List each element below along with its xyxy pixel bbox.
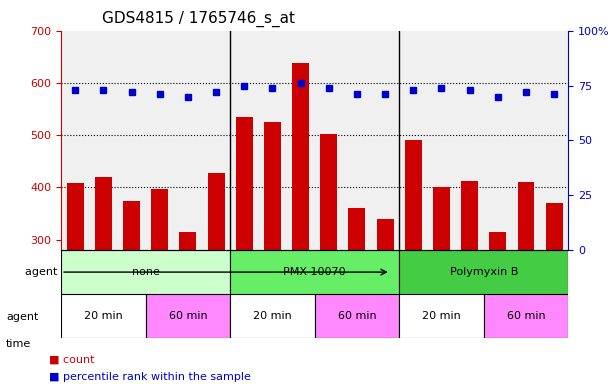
Bar bbox=[152, 189, 168, 250]
Text: none: none bbox=[132, 267, 159, 277]
FancyBboxPatch shape bbox=[61, 294, 145, 338]
Text: agent: agent bbox=[25, 267, 61, 277]
Text: 20 min: 20 min bbox=[84, 311, 123, 321]
Text: 60 min: 60 min bbox=[507, 311, 545, 321]
Text: 60 min: 60 min bbox=[338, 311, 376, 321]
Bar bbox=[264, 122, 281, 250]
FancyBboxPatch shape bbox=[230, 294, 315, 338]
Bar bbox=[518, 182, 535, 250]
FancyBboxPatch shape bbox=[145, 294, 230, 338]
Bar bbox=[405, 141, 422, 250]
Bar bbox=[348, 209, 365, 250]
FancyBboxPatch shape bbox=[315, 294, 399, 338]
Text: ■ count: ■ count bbox=[49, 355, 94, 365]
Text: 20 min: 20 min bbox=[422, 311, 461, 321]
Bar bbox=[236, 117, 253, 250]
Bar bbox=[292, 63, 309, 250]
Bar bbox=[320, 134, 337, 250]
FancyBboxPatch shape bbox=[399, 250, 568, 294]
Text: PMX 10070: PMX 10070 bbox=[284, 267, 346, 277]
Text: Polymyxin B: Polymyxin B bbox=[450, 267, 518, 277]
Text: agent: agent bbox=[6, 312, 38, 322]
Text: time: time bbox=[6, 339, 31, 349]
FancyBboxPatch shape bbox=[230, 250, 399, 294]
FancyBboxPatch shape bbox=[399, 294, 484, 338]
Bar bbox=[461, 180, 478, 250]
Bar bbox=[208, 173, 224, 250]
Bar bbox=[489, 232, 507, 250]
FancyBboxPatch shape bbox=[484, 294, 568, 338]
Bar bbox=[123, 200, 140, 250]
Text: ■ percentile rank within the sample: ■ percentile rank within the sample bbox=[49, 372, 251, 382]
Text: 60 min: 60 min bbox=[169, 311, 207, 321]
Text: 20 min: 20 min bbox=[253, 311, 292, 321]
Bar bbox=[67, 183, 84, 250]
Bar bbox=[180, 232, 196, 250]
Bar bbox=[546, 203, 563, 250]
Text: GDS4815 / 1765746_s_at: GDS4815 / 1765746_s_at bbox=[101, 10, 295, 26]
Bar bbox=[376, 219, 393, 250]
Bar bbox=[95, 177, 112, 250]
Bar bbox=[433, 187, 450, 250]
FancyBboxPatch shape bbox=[61, 250, 230, 294]
